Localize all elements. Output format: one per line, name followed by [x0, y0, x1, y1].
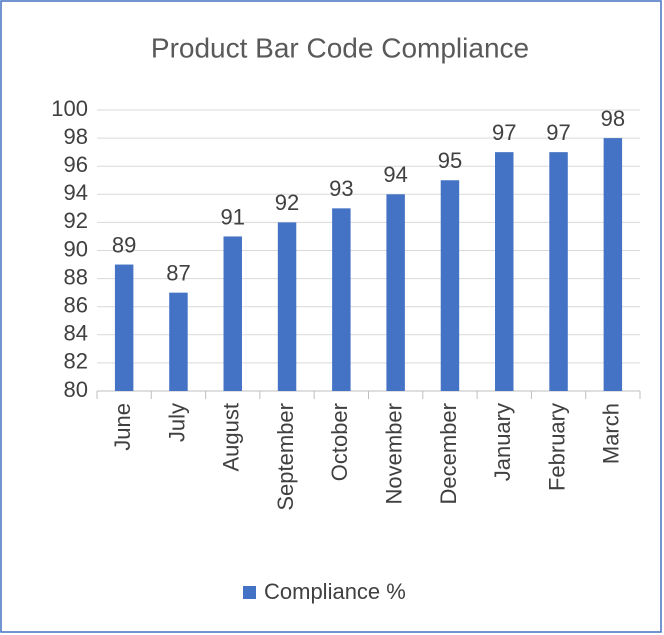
y-tick-label: 98 [64, 124, 88, 149]
data-label: 97 [546, 120, 570, 145]
x-tick-label: August [219, 403, 244, 472]
bar [114, 264, 134, 391]
y-tick-label: 96 [64, 152, 88, 177]
bar [277, 222, 297, 391]
y-tick-label: 80 [64, 377, 88, 402]
y-tick-label: 84 [64, 321, 88, 346]
data-label: 98 [601, 106, 625, 131]
data-label: 94 [383, 162, 407, 187]
legend-label: Compliance % [264, 579, 406, 604]
x-tick-label: February [544, 403, 569, 491]
y-tick-label: 88 [64, 264, 88, 289]
bar [495, 152, 514, 391]
bar [603, 138, 623, 391]
data-label: 97 [492, 120, 516, 145]
x-tick-label: October [327, 403, 352, 481]
x-tick-label: June [110, 403, 135, 451]
y-tick-label: 100 [51, 96, 88, 121]
bar [223, 236, 242, 391]
data-label: 87 [166, 260, 190, 285]
bar [332, 208, 351, 391]
bar [440, 180, 460, 391]
data-label: 89 [112, 232, 136, 257]
bar [169, 292, 188, 391]
legend-swatch [243, 586, 256, 599]
data-label: 93 [329, 176, 353, 201]
y-tick-label: 92 [64, 208, 88, 233]
chart-title: Product Bar Code Compliance [151, 32, 529, 63]
x-tick-label: July [164, 403, 189, 442]
x-tick-label: March [599, 403, 624, 464]
y-tick-label: 82 [64, 349, 88, 374]
x-tick-label: September [273, 403, 298, 511]
data-label: 92 [275, 190, 299, 215]
bar [386, 194, 405, 391]
y-tick-label: 86 [64, 293, 88, 318]
y-tick-label: 90 [64, 236, 88, 261]
bar [549, 152, 568, 391]
x-tick-label: December [436, 403, 461, 504]
x-tick-label: November [381, 403, 406, 504]
y-tick-label: 94 [64, 180, 88, 205]
data-label: 91 [221, 204, 245, 229]
data-label: 95 [438, 148, 462, 173]
x-tick-label: January [490, 403, 515, 481]
